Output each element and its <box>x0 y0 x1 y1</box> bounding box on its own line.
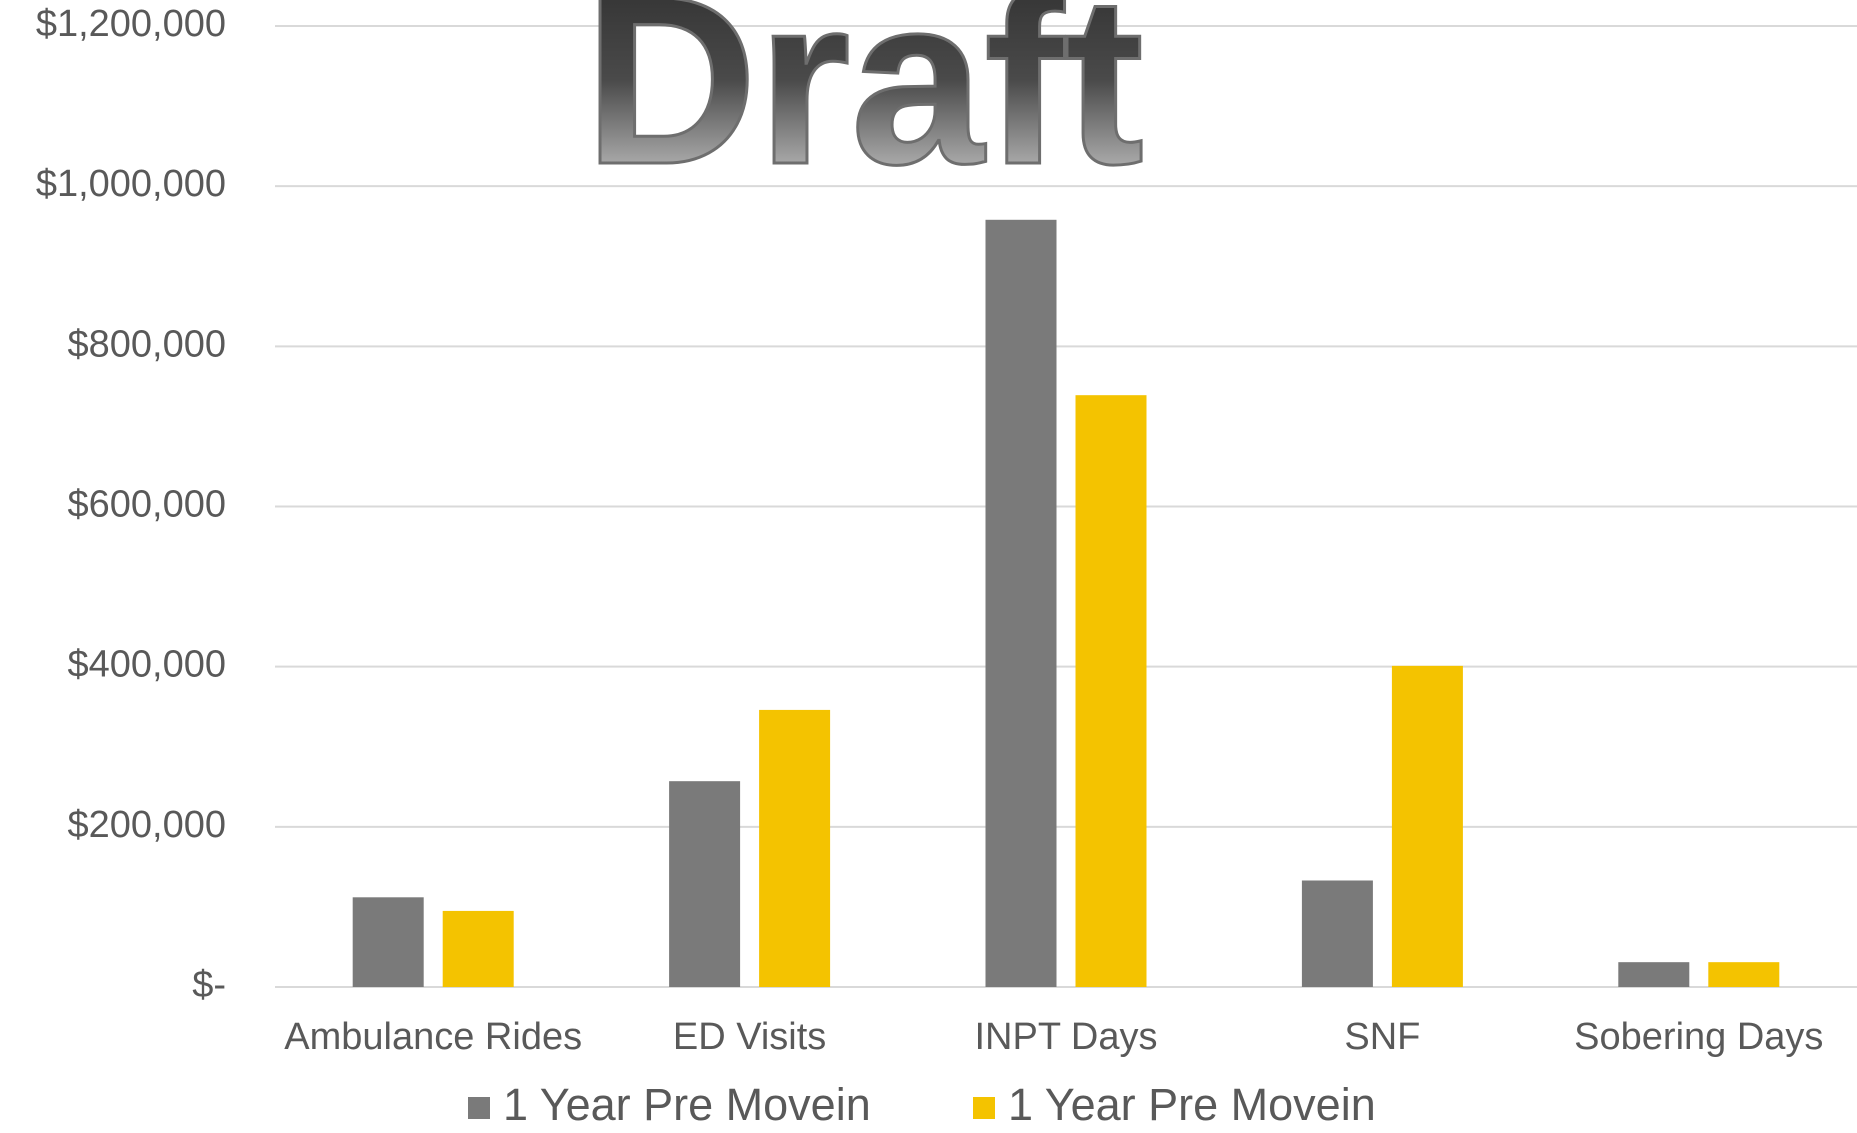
bar <box>669 781 741 987</box>
bar <box>352 897 424 987</box>
y-tick-label: $800,000 <box>68 323 227 365</box>
bar <box>759 709 831 987</box>
y-tick-label: $- <box>192 964 226 1006</box>
y-tick-label: $1,000,000 <box>36 163 226 205</box>
watermark: Draft <box>584 0 1144 214</box>
y-tick-label: $400,000 <box>68 644 227 686</box>
bar <box>1075 395 1147 987</box>
x-tick-label: INPT Days <box>974 1016 1158 1058</box>
x-tick-label: SNF <box>1344 1016 1421 1058</box>
legend-swatch <box>468 1097 490 1119</box>
bar <box>1618 962 1690 987</box>
y-tick-label: $200,000 <box>68 804 227 846</box>
bar <box>1391 665 1463 987</box>
bar <box>985 219 1057 988</box>
x-tick-label: Sobering Days <box>1574 1016 1824 1058</box>
legend-label: 1 Year Pre Movein <box>1008 1079 1376 1130</box>
y-tick-label: $1,200,000 <box>36 3 226 45</box>
x-tick-label: Ambulance Rides <box>284 1016 583 1058</box>
legend-swatch <box>973 1097 995 1119</box>
bar <box>1708 962 1780 987</box>
y-tick-label: $600,000 <box>68 484 227 526</box>
bar <box>442 910 514 987</box>
legend-label: 1 Year Pre Movein <box>503 1079 871 1130</box>
x-tick-label: ED Visits <box>672 1016 827 1058</box>
bar <box>1301 880 1373 987</box>
